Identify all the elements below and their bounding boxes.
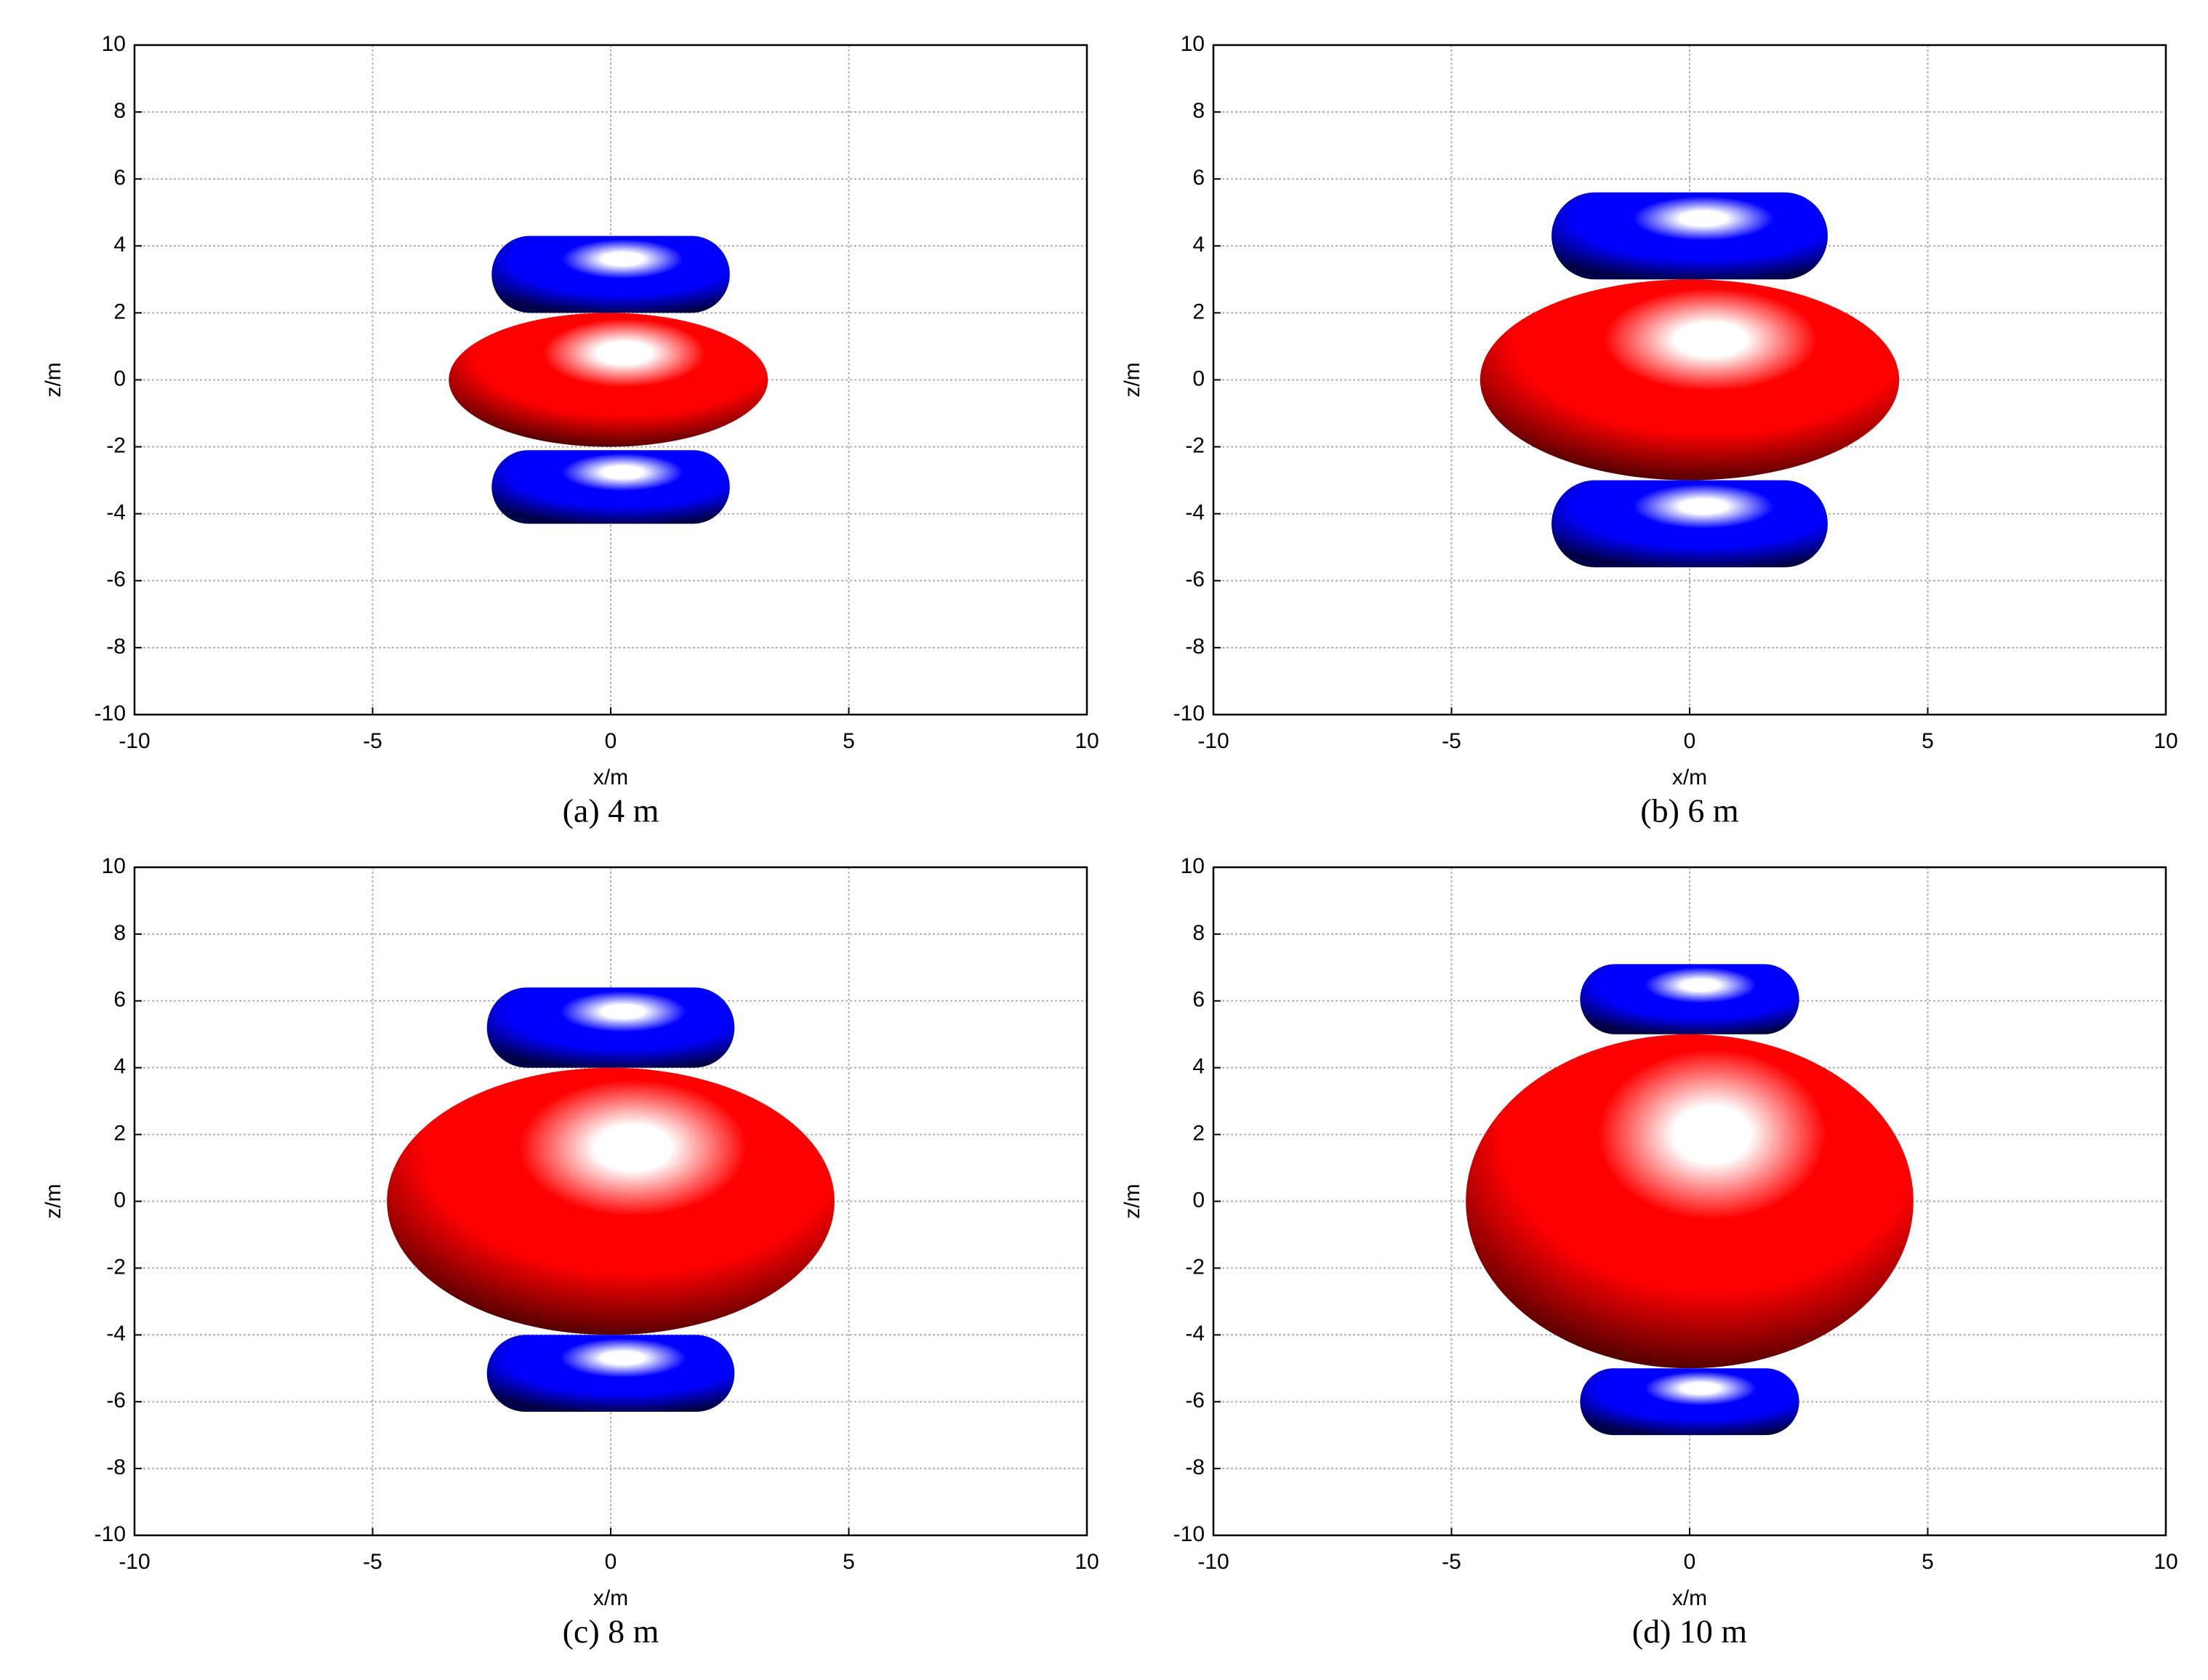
y-tick-label: 6 (113, 166, 126, 190)
y-tick-label: -2 (1185, 1255, 1205, 1279)
x-tick-label: -10 (1197, 1550, 1229, 1574)
y-tick-label: 8 (1192, 99, 1205, 123)
y-tick-label: -6 (1185, 568, 1205, 592)
y-tick-label: 10 (1181, 32, 1205, 56)
y-tick-label: 2 (1192, 300, 1205, 323)
x-tick-label: 10 (1075, 729, 1099, 753)
x-tick-label: -5 (1442, 1550, 1461, 1574)
y-tick-label: -2 (1185, 434, 1205, 458)
y-tick-label: -4 (106, 501, 126, 525)
y-tick-label: 10 (102, 854, 126, 878)
y-tick-label: 8 (113, 99, 126, 123)
y-tick-label: -6 (1185, 1388, 1205, 1412)
x-axis-label: x/m (593, 765, 628, 789)
y-tick-label: 6 (1192, 166, 1205, 190)
isosurface-shape (486, 1335, 735, 1412)
x-axis-label: x/m (593, 1586, 628, 1610)
y-tick-label: 6 (1192, 988, 1205, 1012)
x-tick-label: 0 (605, 1550, 617, 1574)
y-tick-label: 10 (1181, 854, 1205, 878)
x-tick-label: -10 (119, 1550, 150, 1574)
y-tick-label: -10 (1173, 1522, 1205, 1546)
y-tick-label: -6 (106, 568, 126, 592)
panel-caption: (a) 4 m (563, 792, 659, 829)
isosurface-shape (1580, 1368, 1799, 1436)
y-tick-label: 2 (113, 1122, 126, 1146)
y-tick-label: 0 (1192, 366, 1205, 390)
y-axis-label: z/m (41, 1183, 65, 1218)
y-axis-label: z/m (1120, 1183, 1144, 1218)
x-tick-label: -10 (1197, 729, 1229, 753)
y-tick-label: 10 (102, 32, 126, 56)
y-tick-label: -4 (1185, 501, 1205, 525)
x-tick-label: -5 (363, 729, 382, 753)
y-tick-label: 0 (113, 366, 126, 390)
plot-frame (133, 44, 1088, 716)
y-tick-label: -4 (1185, 1322, 1205, 1346)
x-tick-label: 5 (1922, 1550, 1934, 1574)
y-axis-label: z/m (1120, 362, 1144, 397)
y-tick-label: 8 (113, 921, 126, 945)
y-tick-label: -6 (106, 1388, 126, 1412)
isosurface-shape (1551, 192, 1828, 280)
isosurface-shape (1551, 480, 1828, 568)
y-tick-label: 8 (1192, 921, 1205, 945)
y-tick-label: -8 (1185, 1455, 1205, 1479)
isosurface-shape (1480, 279, 1900, 481)
panel-caption: (d) 10 m (1632, 1613, 1748, 1650)
x-tick-label: 5 (843, 729, 855, 753)
x-tick-label: 5 (1922, 729, 1934, 753)
x-tick-label: 0 (1684, 729, 1696, 753)
isosurface-shape (387, 1067, 835, 1335)
y-tick-label: 4 (1192, 233, 1205, 257)
y-tick-label: -2 (106, 434, 126, 458)
x-axis-label: x/m (1672, 1586, 1707, 1610)
x-tick-label: -10 (119, 729, 150, 753)
isosurface-shape (491, 236, 730, 313)
y-tick-label: -4 (106, 1322, 126, 1346)
isosurface-shape (449, 313, 768, 447)
x-tick-label: 10 (2153, 729, 2177, 753)
x-tick-label: 10 (1075, 1550, 1099, 1574)
x-tick-label: 0 (605, 729, 617, 753)
panel-caption: (c) 8 m (563, 1613, 659, 1650)
y-tick-label: -8 (1185, 635, 1205, 659)
y-tick-label: -8 (106, 635, 126, 659)
isosurface-shape (1580, 964, 1799, 1034)
isosurface-shape (491, 450, 730, 524)
y-tick-label: 0 (113, 1188, 126, 1212)
y-tick-label: 6 (113, 988, 126, 1012)
y-tick-label: -10 (1173, 702, 1205, 726)
y-axis-label: z/m (41, 362, 65, 397)
plot-frame (1212, 866, 2167, 1537)
x-axis-label: x/m (1672, 765, 1707, 789)
x-tick-label: 10 (2153, 1550, 2177, 1574)
plot-frame (133, 866, 1088, 1537)
y-tick-label: 2 (1192, 1122, 1205, 1146)
y-tick-label: 0 (1192, 1188, 1205, 1212)
panel-caption: (b) 6 m (1640, 792, 1739, 829)
x-tick-label: 5 (843, 1550, 855, 1574)
isosurface-shape (1466, 1034, 1914, 1369)
x-tick-label: -5 (1442, 729, 1461, 753)
y-tick-label: -10 (95, 702, 126, 726)
isosurface-shape (486, 987, 735, 1068)
y-tick-label: 4 (113, 1055, 126, 1079)
y-tick-label: 2 (113, 300, 126, 323)
y-tick-label: -2 (106, 1255, 126, 1279)
y-tick-label: -10 (95, 1522, 126, 1546)
y-tick-label: 4 (1192, 1055, 1205, 1079)
y-tick-label: -8 (106, 1455, 126, 1479)
y-tick-label: 4 (113, 233, 126, 257)
x-tick-label: 0 (1684, 1550, 1696, 1574)
plot-frame (1212, 44, 2167, 716)
x-tick-label: -5 (363, 1550, 382, 1574)
